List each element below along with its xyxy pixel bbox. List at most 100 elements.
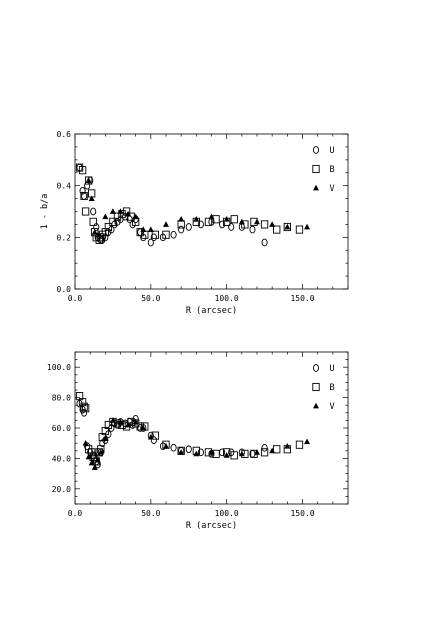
x-tick-label: 50.0 [141, 509, 160, 518]
data-point-v [193, 450, 200, 457]
legend-marker-u [312, 364, 320, 372]
y-tick-label: 0.4 [57, 182, 72, 191]
data-point-b [89, 217, 97, 226]
data-point-v [193, 216, 200, 222]
data-point-b [204, 217, 213, 226]
x-tick-label: 150.0 [290, 509, 314, 518]
data-point-v [109, 417, 116, 423]
chart-panel-1: 0.0 50.0 100.0 150.0 0.0 0.2 0.4 0.6 R (arcsec) 1… [40, 130, 349, 316]
data-point-v [82, 440, 89, 446]
y-tick-label: 0.6 [57, 130, 72, 139]
data-point-u [170, 443, 177, 452]
data-point-v [147, 226, 154, 232]
data-point-b [118, 420, 126, 430]
data-point-u [197, 448, 204, 457]
legend-label-b: B [329, 383, 334, 393]
y-tick-label: 0.0 [57, 285, 72, 294]
x-tick-label: 0.0 [68, 509, 83, 518]
data-point-v [304, 223, 311, 230]
y-tick-label: 80.0 [52, 394, 71, 403]
data-point-u [261, 443, 268, 452]
chart-panel-2: 0.0 50.0 100.0 150.0 20.0 40.0 60.0 80.0 100.0 R … [47, 351, 349, 531]
data-point-v [94, 456, 101, 463]
data-point-v [117, 418, 124, 425]
data-point-u [249, 225, 256, 234]
data-point-v [163, 221, 169, 227]
data-point-v [269, 221, 276, 227]
y-tick-label: 40.0 [52, 454, 71, 463]
data-point-b [295, 225, 304, 234]
data-point-b [97, 233, 105, 242]
data-point-b [241, 220, 249, 229]
data-point-u [114, 217, 121, 226]
data-point-v [96, 231, 103, 238]
data-point-b [136, 228, 144, 237]
data-point-b [295, 440, 304, 449]
data-point-v [117, 208, 124, 214]
legend-marker-b [312, 164, 320, 174]
data-point-b [81, 207, 90, 216]
legend-label-v: V [329, 184, 334, 194]
data-point-b [80, 402, 88, 411]
data-point-v [238, 218, 245, 225]
data-point-u [261, 238, 268, 247]
data-point-v [147, 433, 154, 440]
data-point-b [273, 225, 281, 234]
data-point-v [223, 452, 230, 458]
y-tick-label: 60.0 [52, 424, 71, 433]
data-point-b [80, 191, 88, 201]
data-point-u [81, 408, 88, 417]
data-point-v [132, 213, 139, 220]
x-tick-label: 100.0 [215, 294, 239, 303]
data-point-v [208, 449, 215, 455]
data-point-b [162, 230, 170, 239]
legend-label-u: U [329, 146, 334, 156]
data-point-b [118, 210, 126, 219]
y-axis-label: 1 - b/a [40, 194, 50, 230]
data-point-v [125, 210, 132, 217]
data-point-v [269, 447, 276, 454]
data-point-u [185, 223, 192, 231]
data-point-b [91, 228, 99, 237]
data-point-v [102, 435, 109, 442]
x-tick-label: 50.0 [141, 294, 160, 303]
x-tick-label: 0.0 [68, 294, 83, 303]
data-point-b [104, 420, 113, 430]
data-point-u [185, 445, 192, 454]
data-point-b [230, 451, 238, 460]
data-point-v [254, 449, 260, 455]
data-point-v [284, 223, 291, 230]
legend-label-b: B [329, 165, 334, 175]
data-point-v [125, 421, 132, 428]
data-point-v [163, 443, 169, 449]
data-point-b [113, 212, 122, 221]
data-point-b [212, 215, 220, 224]
x-axis-label: R (arcsec) [186, 521, 237, 531]
data-point-b [230, 215, 238, 224]
y-tick-label: 20.0 [52, 485, 71, 494]
data-point-u [147, 238, 154, 247]
data-point-u [150, 436, 157, 445]
data-point-v [85, 177, 92, 183]
data-point-v [88, 195, 95, 201]
data-point-v [223, 216, 230, 222]
data-point-u [170, 230, 177, 239]
data-point-v [254, 218, 260, 225]
data-point-v [238, 450, 245, 457]
legend-marker-v [313, 402, 319, 409]
data-point-b [273, 445, 281, 454]
data-point-v [109, 208, 116, 214]
x-axis-label: R (arcsec) [186, 306, 237, 316]
data-point-v [85, 453, 92, 460]
legend-label-u: U [329, 364, 334, 374]
data-point-b [260, 448, 269, 457]
data-point-v [88, 459, 95, 466]
data-point-v [97, 449, 104, 455]
data-point-v [178, 216, 185, 222]
data-point-v [178, 449, 185, 455]
data-point-b [81, 404, 90, 413]
y-tick-label: 0.2 [57, 233, 72, 242]
data-point-u [219, 220, 226, 229]
legend-marker-u [312, 146, 320, 154]
data-point-b [109, 217, 117, 226]
